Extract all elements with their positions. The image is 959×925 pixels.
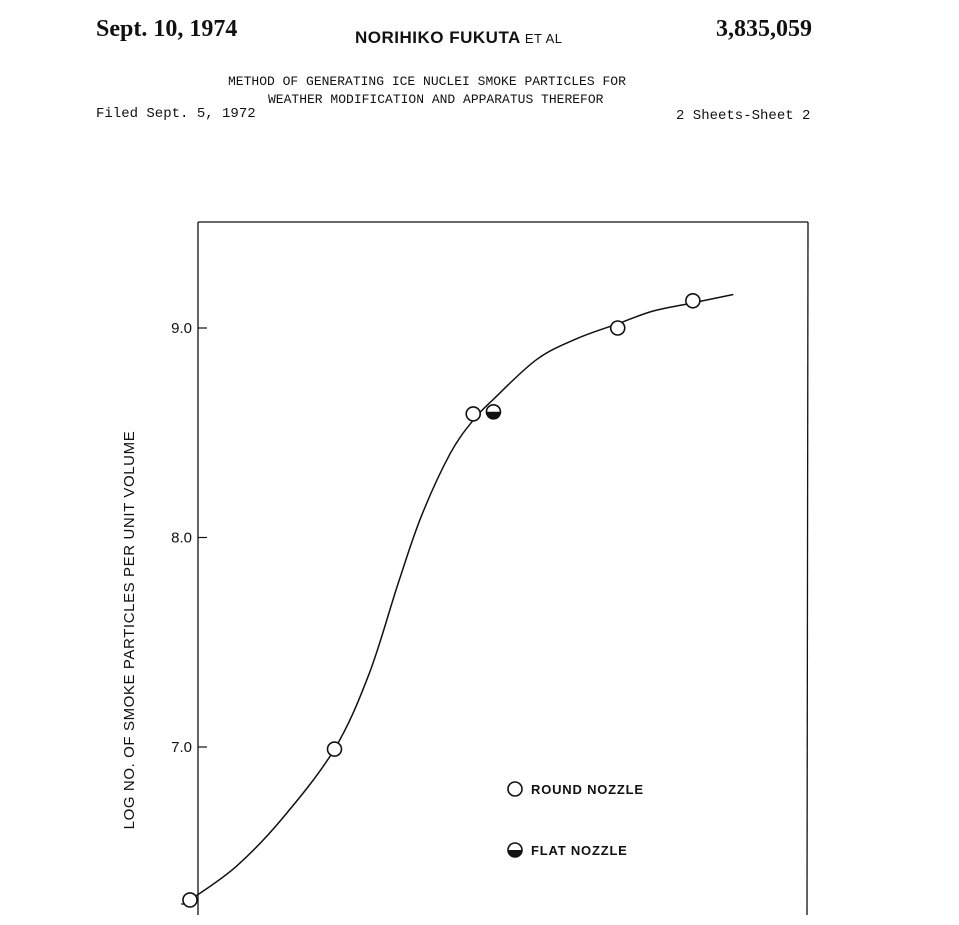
legend-marker-1 [507, 842, 523, 858]
legend-label-1: FLAT NOZZLE [531, 843, 628, 858]
data-point-0-1 [326, 741, 343, 757]
filed-date: Filed Sept. 5, 1972 [96, 106, 256, 122]
data-point-1-0-fill [486, 411, 501, 419]
data-point-1-0 [485, 403, 502, 420]
fit-curve [181, 293, 734, 905]
y-tick-label-0: 9.0 [171, 320, 192, 337]
legend-marker-0 [507, 781, 523, 797]
data-point-0-4 [685, 292, 701, 309]
legend-marker-1-fill [508, 850, 522, 857]
y-tick-label-1: 8.0 [171, 530, 192, 547]
data-point-0-2 [465, 406, 482, 422]
patent-title-line-1: METHOD OF GENERATING ICE NUCLEI SMOKE PA… [228, 74, 626, 89]
y-tick-label-2: 7.0 [171, 739, 192, 756]
patent-number: 3,835,059 [716, 16, 812, 42]
et-al-label: ET AL [524, 31, 563, 46]
inventor-name: NORIHIKO FUKUTA ET AL [355, 28, 563, 48]
sheet-count: 2 Sheets-Sheet 2 [676, 108, 811, 124]
data-point-0-0 [182, 892, 198, 908]
y-axis-label: LOG NO. OF SMOKE PARTICLES PER UNIT VOLU… [121, 431, 138, 830]
patent-title-line-2: WEATHER MODIFICATION AND APPARATUS THERE… [268, 92, 604, 107]
legend-label-0: ROUND NOZZLE [531, 782, 644, 797]
plot-frame-right [806, 221, 809, 916]
data-point-0-3 [609, 320, 626, 336]
patent-date: Sept. 10, 1974 [96, 16, 238, 42]
inventor-name-text: NORIHIKO FUKUTA [355, 28, 521, 47]
